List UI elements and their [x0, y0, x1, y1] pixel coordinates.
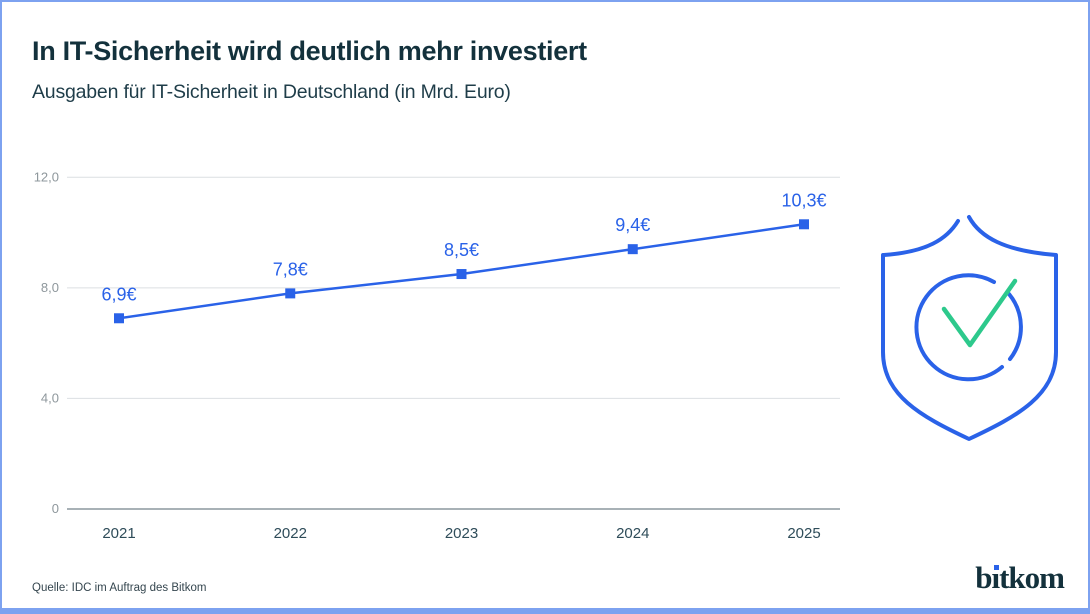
- logo-letter-i: ı: [991, 560, 1000, 595]
- shield-outline: [881, 215, 1058, 441]
- data-label: 6,9€: [101, 284, 136, 304]
- y-tick-label: 12,0: [34, 169, 59, 184]
- logo-i-dot: [994, 565, 1000, 570]
- data-label: 7,8€: [273, 259, 308, 279]
- bitkom-logo: bı tkom: [975, 560, 1065, 595]
- data-point: [114, 313, 124, 324]
- data-point: [627, 244, 638, 255]
- data-point: [456, 269, 467, 280]
- x-tick-label: 2025: [787, 525, 820, 542]
- logo-letters-rest: tkom: [999, 560, 1065, 595]
- y-tick-label: 4,0: [41, 390, 59, 405]
- circle-arc-major: [914, 273, 1004, 382]
- x-tick-label: 2022: [274, 525, 307, 542]
- checkmark-icon: [941, 278, 1018, 348]
- shield-check-icon: [881, 215, 1058, 441]
- data-label: 10,3€: [781, 190, 826, 210]
- page-subtitle: Ausgaben für IT-Sicherheit in Deutschlan…: [32, 81, 511, 103]
- x-tick-label: 2021: [102, 525, 135, 542]
- circle-arc-minor: [1007, 292, 1023, 361]
- data-label: 8,5€: [444, 240, 479, 260]
- data-point: [285, 288, 296, 299]
- y-tick-label: 0: [52, 501, 59, 516]
- data-point: [799, 219, 809, 230]
- x-tick-label: 2023: [445, 525, 478, 542]
- y-tick-label: 8,0: [41, 280, 59, 295]
- shield-outline-left-top: [882, 219, 960, 257]
- data-label: 9,4€: [615, 215, 650, 235]
- x-tick-label: 2024: [616, 525, 649, 542]
- source-text: Quelle: IDC im Auftrag des Bitkom: [32, 582, 207, 594]
- page-title: In IT-Sicherheit wird deutlich mehr inve…: [32, 36, 587, 66]
- logo-letter-b: b: [975, 560, 992, 595]
